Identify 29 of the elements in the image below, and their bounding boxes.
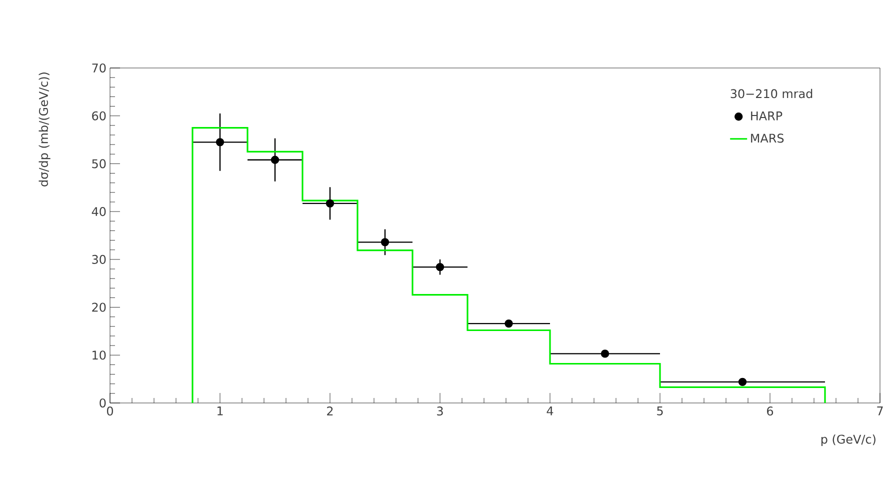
x-tick-label: 2 [327,406,333,416]
point [270,156,280,164]
x-tick-label: 0 [106,406,114,416]
y-tick-label: 20 [92,302,106,312]
y-tick-label: 50 [92,159,106,168]
legend-title: 30−210 mrad [730,88,812,98]
y-tick-label: 40 [92,207,106,216]
x-tick-label: 3 [437,406,443,416]
x-tick-label: 7 [877,406,883,416]
legend-label: HARP [751,111,782,120]
x-tick-label: 6 [767,406,774,416]
point [380,238,390,246]
y-tick-label: 0 [100,398,106,408]
x-axis-title: p (GeV/c) [821,434,876,446]
y-tick-label: 70 [92,63,106,73]
point [326,199,334,208]
y-axis-title: dσ/dp (mb/(GeV/c)) [38,72,50,186]
y-tick-label: 30 [92,254,106,264]
point [216,138,224,146]
point [600,350,610,358]
y-tick-label: 60 [92,111,106,120]
point [436,262,444,272]
x-tick-label: 1 [218,406,223,416]
point [504,319,513,328]
x-tick-label: 5 [657,406,663,416]
y-tick-label: 10 [92,350,106,360]
point [738,378,747,386]
legend-label: MARS [751,134,784,143]
x-tick-label: 4 [546,406,554,416]
